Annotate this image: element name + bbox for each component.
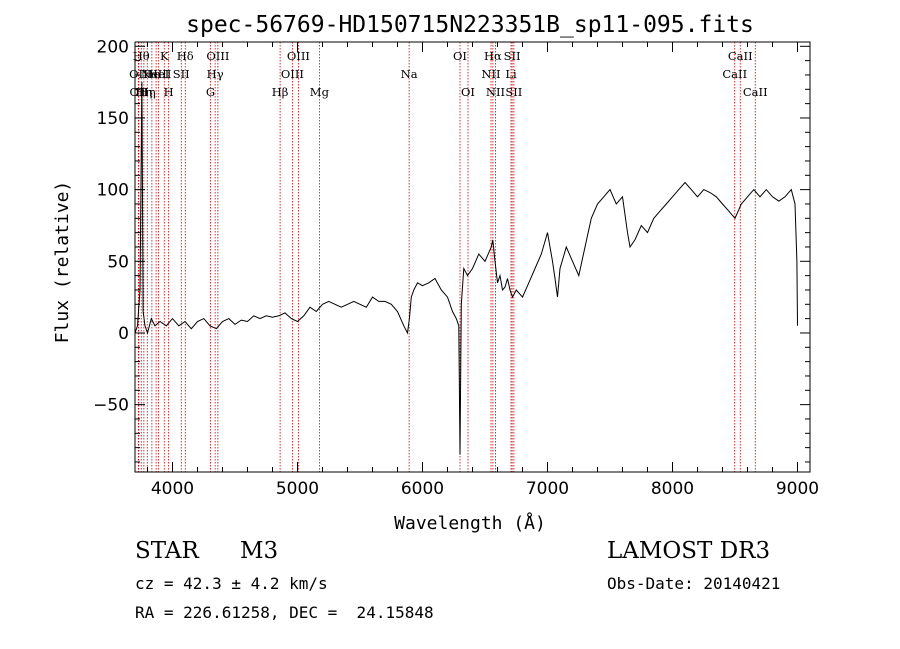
spectral-line-label: Hγ <box>207 67 224 81</box>
spectral-line-label: HeI <box>148 67 169 81</box>
x-tick-label: 9000 <box>776 479 819 499</box>
y-tick-label: 100 <box>97 181 129 201</box>
spectral-line-label: Na <box>401 67 418 81</box>
spectrum-line <box>134 82 798 455</box>
spectral-line-label: OI <box>461 85 475 99</box>
spectral-line-label: CaII <box>743 85 768 99</box>
plot-frame <box>134 41 811 473</box>
y-tick-label: 200 <box>97 37 129 57</box>
x-tick-label: 5000 <box>276 479 319 499</box>
y-tick-label: −50 <box>93 396 129 416</box>
x-tick-label: 6000 <box>401 479 444 499</box>
spectral-line-label: Hα <box>484 49 502 63</box>
spectral-line-label: G <box>206 85 215 99</box>
redshift-velocity: cz = 42.3 ± 4.2 km/s <box>135 574 328 593</box>
spectral-line-label: SII <box>505 85 522 99</box>
object-subclass-label: M3 <box>240 538 279 564</box>
spectral-line-label: OII <box>129 67 148 81</box>
spectral-line-label: OII <box>129 85 148 99</box>
spectral-line-label: NII <box>481 67 500 81</box>
spectral-line-label: OIII <box>281 67 304 81</box>
y-axis-label: Flux (relative) <box>52 181 73 344</box>
y-tick-label: 0 <box>118 324 129 344</box>
spectral-line-label: Li <box>505 67 517 81</box>
spectral-line-label: OIII <box>206 49 229 63</box>
x-tick-label: 4000 <box>151 479 194 499</box>
x-axis-label: Wavelength (Å) <box>394 512 546 534</box>
spectral-line-label: Mg <box>310 85 330 99</box>
survey-label: LAMOST DR3 <box>607 538 771 564</box>
coordinates: RA = 226.61258, DEC = 24.15848 <box>135 603 434 622</box>
spectral-line-label: Hη <box>139 85 156 99</box>
spectral-line-label: Hδ <box>177 49 194 63</box>
object-class-label: STAR <box>135 538 199 564</box>
y-tick-label: 150 <box>97 109 129 129</box>
x-axis-ticks: 4000 5000 6000 7000 8000 9000 <box>147 42 819 499</box>
spectral-line-label: NeIII <box>141 67 172 81</box>
observation-date: Obs-Date: 20140421 <box>607 574 781 593</box>
spectral-line-label: SII <box>504 49 521 63</box>
chart-title: spec-56769-HD150715N223351B_sp11-095.fit… <box>186 12 754 38</box>
spectral-line-label: CaII <box>722 67 747 81</box>
spectral-line-label: H <box>164 85 174 99</box>
spectral-line-label: Hη <box>135 85 152 99</box>
spectral-line-label: Hβ <box>272 85 289 99</box>
y-tick-label: 50 <box>107 252 129 272</box>
x-tick-label: 7000 <box>526 479 569 499</box>
spectral-line-label: K <box>160 49 169 63</box>
spectral-line-label: Hθ <box>133 49 150 63</box>
x-tick-label: 8000 <box>651 479 694 499</box>
spectral-line-label: NII <box>486 85 505 99</box>
spectral-line-label: OIII <box>287 49 310 63</box>
spectral-line-label: OI <box>453 49 467 63</box>
spectral-line-label: SII <box>173 67 190 81</box>
y-axis-ticks: −50 0 50 100 150 200 <box>93 37 810 463</box>
spectral-line-label: He <box>143 67 160 81</box>
spectral-line-label: CaII <box>728 49 753 63</box>
spectral-line-markers <box>137 42 756 472</box>
